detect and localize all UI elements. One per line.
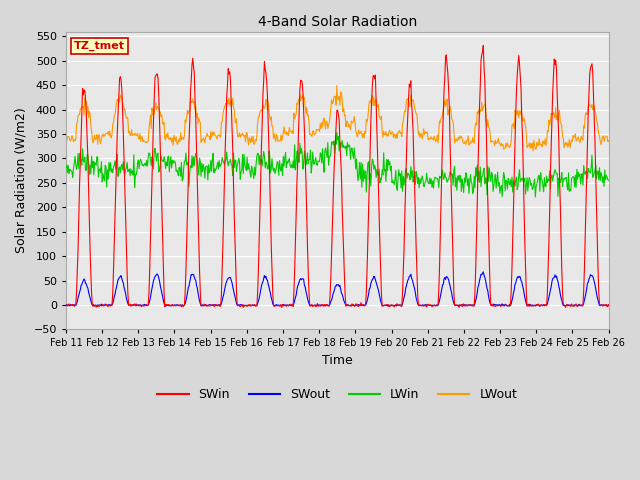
Y-axis label: Solar Radiation (W/m2): Solar Radiation (W/m2)	[15, 108, 28, 253]
X-axis label: Time: Time	[322, 354, 353, 367]
Legend: SWin, SWout, LWin, LWout: SWin, SWout, LWin, LWout	[152, 384, 522, 407]
Text: TZ_tmet: TZ_tmet	[74, 40, 125, 51]
Title: 4-Band Solar Radiation: 4-Band Solar Radiation	[258, 15, 417, 29]
